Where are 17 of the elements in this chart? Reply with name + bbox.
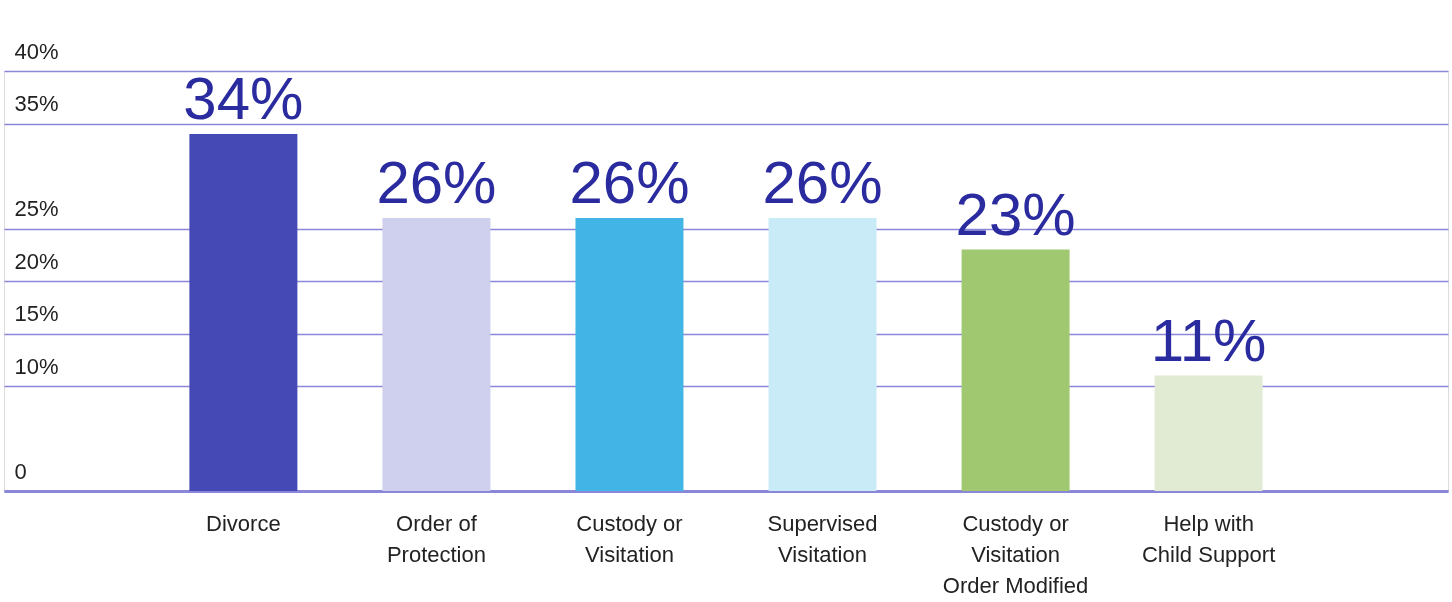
data-label: 26% [569, 149, 690, 216]
y-tick-label: 35% [14, 91, 59, 116]
x-tick-label: Divorce [206, 510, 281, 536]
data-label: 34% [183, 65, 304, 132]
y-tick-label: 0 [14, 458, 27, 484]
y-tick-label: 40% [14, 38, 59, 64]
x-tick-label: Supervised Visitation [767, 510, 878, 567]
data-label: 26% [762, 149, 883, 216]
x-tick-label: Help with Child Support [1141, 510, 1276, 567]
data-label: 26% [376, 149, 497, 216]
x-tick-label: Custody or Visitation Order Modified [942, 510, 1089, 598]
y-tick-label: 15% [14, 301, 59, 326]
x-tick-label: Custody or Visitation [576, 510, 683, 567]
x-tick-label: Order of Protection [386, 510, 486, 567]
y-tick-label: 10% [14, 353, 59, 379]
y-tick-label: 20% [14, 248, 59, 274]
y-tick-label: 25% [14, 196, 59, 221]
